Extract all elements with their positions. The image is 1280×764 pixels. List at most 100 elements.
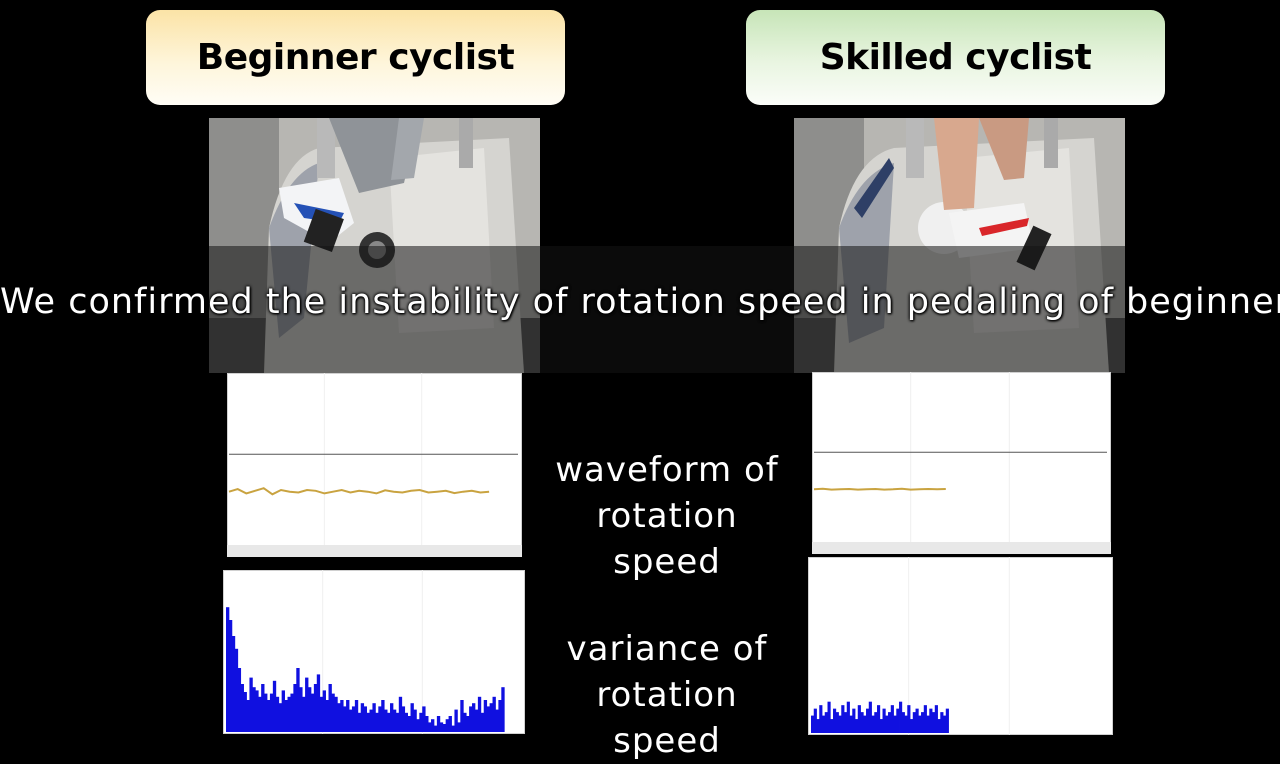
variance-bar [325,700,329,732]
variance-bar [483,700,488,732]
variance-bar [871,715,875,733]
variance-bar [305,677,309,732]
variance-bar [899,701,903,733]
variance-bar [360,703,365,732]
variance-bar [372,703,376,732]
variance-bar [261,684,265,732]
variance-bar [811,715,815,733]
beginner-variance-chart [223,570,525,734]
variance-bar [445,719,449,732]
variance-bar [874,712,878,733]
waveform-label: waveform of rotation speed [542,447,792,585]
variance-bar [308,687,312,732]
variance-bar [316,674,321,732]
variance-bar [296,668,300,732]
variance-bar [407,716,411,732]
variance-bar [252,687,256,732]
beginner-waveform-chart [227,373,522,557]
variance-bar [448,716,452,732]
waveform-label-line1: waveform of [555,450,779,490]
variance-bar [469,706,473,732]
beginner-variance-plot [223,570,525,734]
variance-bar [474,709,479,732]
variance-bar [486,706,490,732]
variance-bar [863,715,867,733]
variance-bar [392,709,397,732]
variance-bar [422,706,426,732]
waveform-series-line [813,487,946,491]
caption-text: We confirmed the instability of rotation… [0,282,1280,322]
variance-bar [234,648,239,732]
caption-band [209,246,1125,373]
beginner-cyclist-label: Beginner cyclist [146,10,565,105]
variance-bar [287,696,291,732]
variance-bar [366,712,370,732]
variance-bar [369,709,373,732]
variance-bar [912,712,916,733]
variance-bar [822,715,826,733]
beginner-label-text: Beginner cyclist [196,37,515,78]
variance-bar [228,620,233,732]
variance-bar [267,700,271,732]
variance-bar [833,708,837,733]
variance-bar [841,705,845,733]
variance-bar [428,722,432,732]
variance-bar [278,703,283,732]
variance-bar [830,719,834,733]
variance-bar [313,684,318,732]
variance-bar [454,709,458,732]
variance-bar [498,700,502,732]
variance-bar [921,712,925,733]
variance-bar [457,722,461,732]
variance-bar [354,700,359,732]
variance-bar [328,684,332,732]
variance-bar [404,712,408,732]
variance-bar [433,725,438,732]
variance-bar [813,708,817,733]
variance-bar [425,716,429,732]
variance-bar [334,696,338,732]
variance-bar [480,712,485,732]
waveform-series-line [228,487,490,496]
variance-bar [460,700,464,732]
variance-bar [477,696,482,732]
variance-bar [322,690,326,732]
variance-bar [893,715,897,733]
variance-bar [896,708,900,733]
variance-label: variance of rotation speed [542,626,792,764]
variance-bar [431,719,435,732]
variance-bar [877,705,881,733]
variance-bar [885,715,889,733]
variance-bar [413,709,417,732]
variance-bar [860,712,864,733]
variance-bar [395,712,400,732]
variance-bar [838,715,842,733]
variance-bar [387,712,391,732]
variance-bar [299,687,303,732]
plot-frame [227,373,522,557]
variance-bar [290,693,294,732]
variance-bar [281,690,285,732]
variance-bar [284,700,288,732]
variance-bar [844,712,848,733]
variance-bar [401,706,406,732]
variance-bar [439,722,444,732]
variance-bar [940,712,944,733]
variance-bar [929,708,933,733]
skilled-waveform-chart [812,372,1111,554]
variance-bar [489,703,493,732]
variance-bar [857,705,861,733]
variance-bar [943,715,947,733]
variance-bar [824,712,828,733]
variance-bar [888,712,892,733]
variance-bar [436,716,441,732]
variance-bar [945,708,949,733]
variance-bar [384,709,388,732]
variance-bar [302,696,306,732]
variance-bar [882,708,886,733]
variance-bar [363,706,367,732]
variance-bar [901,712,905,733]
variance-bar [381,700,385,732]
variance-bar [231,636,236,732]
variance-bar [849,715,853,733]
